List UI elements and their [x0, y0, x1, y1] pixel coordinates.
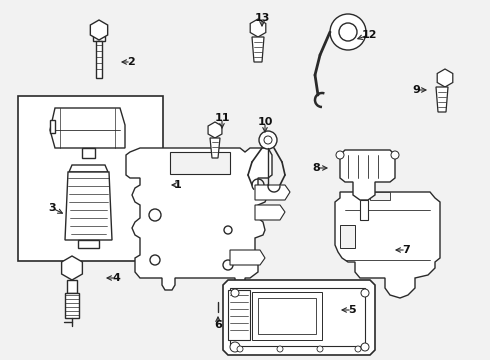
- Polygon shape: [252, 37, 264, 62]
- Text: 2: 2: [127, 57, 135, 67]
- Polygon shape: [340, 225, 355, 248]
- Text: 7: 7: [402, 245, 410, 255]
- Polygon shape: [208, 122, 222, 138]
- Polygon shape: [255, 205, 285, 220]
- Polygon shape: [62, 256, 82, 280]
- Circle shape: [361, 343, 369, 351]
- Polygon shape: [96, 41, 102, 78]
- Bar: [170, 152, 230, 174]
- Polygon shape: [436, 87, 448, 112]
- Circle shape: [223, 260, 233, 270]
- Polygon shape: [210, 138, 220, 158]
- Text: 8: 8: [312, 163, 320, 173]
- Text: 6: 6: [214, 320, 222, 330]
- Text: 1: 1: [174, 180, 182, 190]
- Circle shape: [150, 255, 160, 265]
- Circle shape: [264, 136, 272, 144]
- Polygon shape: [335, 192, 440, 298]
- Polygon shape: [50, 108, 125, 148]
- Circle shape: [391, 151, 399, 159]
- Polygon shape: [340, 150, 395, 200]
- Polygon shape: [90, 20, 108, 40]
- Text: 11: 11: [214, 113, 230, 123]
- Polygon shape: [65, 172, 112, 240]
- Circle shape: [230, 342, 240, 352]
- Polygon shape: [223, 280, 375, 355]
- Polygon shape: [93, 36, 105, 41]
- Circle shape: [231, 289, 239, 297]
- Polygon shape: [360, 200, 368, 220]
- Polygon shape: [255, 185, 290, 200]
- Circle shape: [330, 14, 366, 50]
- Bar: [18, 96, 163, 261]
- Text: 12: 12: [361, 30, 377, 40]
- Circle shape: [224, 226, 232, 234]
- Bar: [258, 298, 316, 334]
- Polygon shape: [67, 280, 77, 293]
- Polygon shape: [250, 19, 266, 37]
- Polygon shape: [437, 69, 453, 87]
- Circle shape: [336, 151, 344, 159]
- Text: 5: 5: [348, 305, 356, 315]
- Circle shape: [237, 346, 243, 352]
- Circle shape: [277, 346, 283, 352]
- Circle shape: [317, 346, 323, 352]
- Polygon shape: [82, 148, 95, 158]
- Circle shape: [355, 346, 361, 352]
- Polygon shape: [126, 148, 272, 300]
- Text: 10: 10: [257, 117, 273, 127]
- Circle shape: [259, 131, 277, 149]
- Polygon shape: [65, 293, 79, 318]
- Polygon shape: [230, 250, 265, 265]
- Polygon shape: [69, 165, 108, 172]
- Text: 4: 4: [112, 273, 120, 283]
- Bar: [230, 288, 365, 346]
- Text: 13: 13: [254, 13, 270, 23]
- Bar: [252, 292, 322, 340]
- Polygon shape: [370, 192, 390, 200]
- Polygon shape: [50, 120, 55, 133]
- Circle shape: [361, 289, 369, 297]
- Circle shape: [339, 23, 357, 41]
- Bar: [228, 290, 250, 340]
- Text: 9: 9: [412, 85, 420, 95]
- Circle shape: [149, 209, 161, 221]
- Text: 3: 3: [48, 203, 56, 213]
- Polygon shape: [78, 240, 99, 248]
